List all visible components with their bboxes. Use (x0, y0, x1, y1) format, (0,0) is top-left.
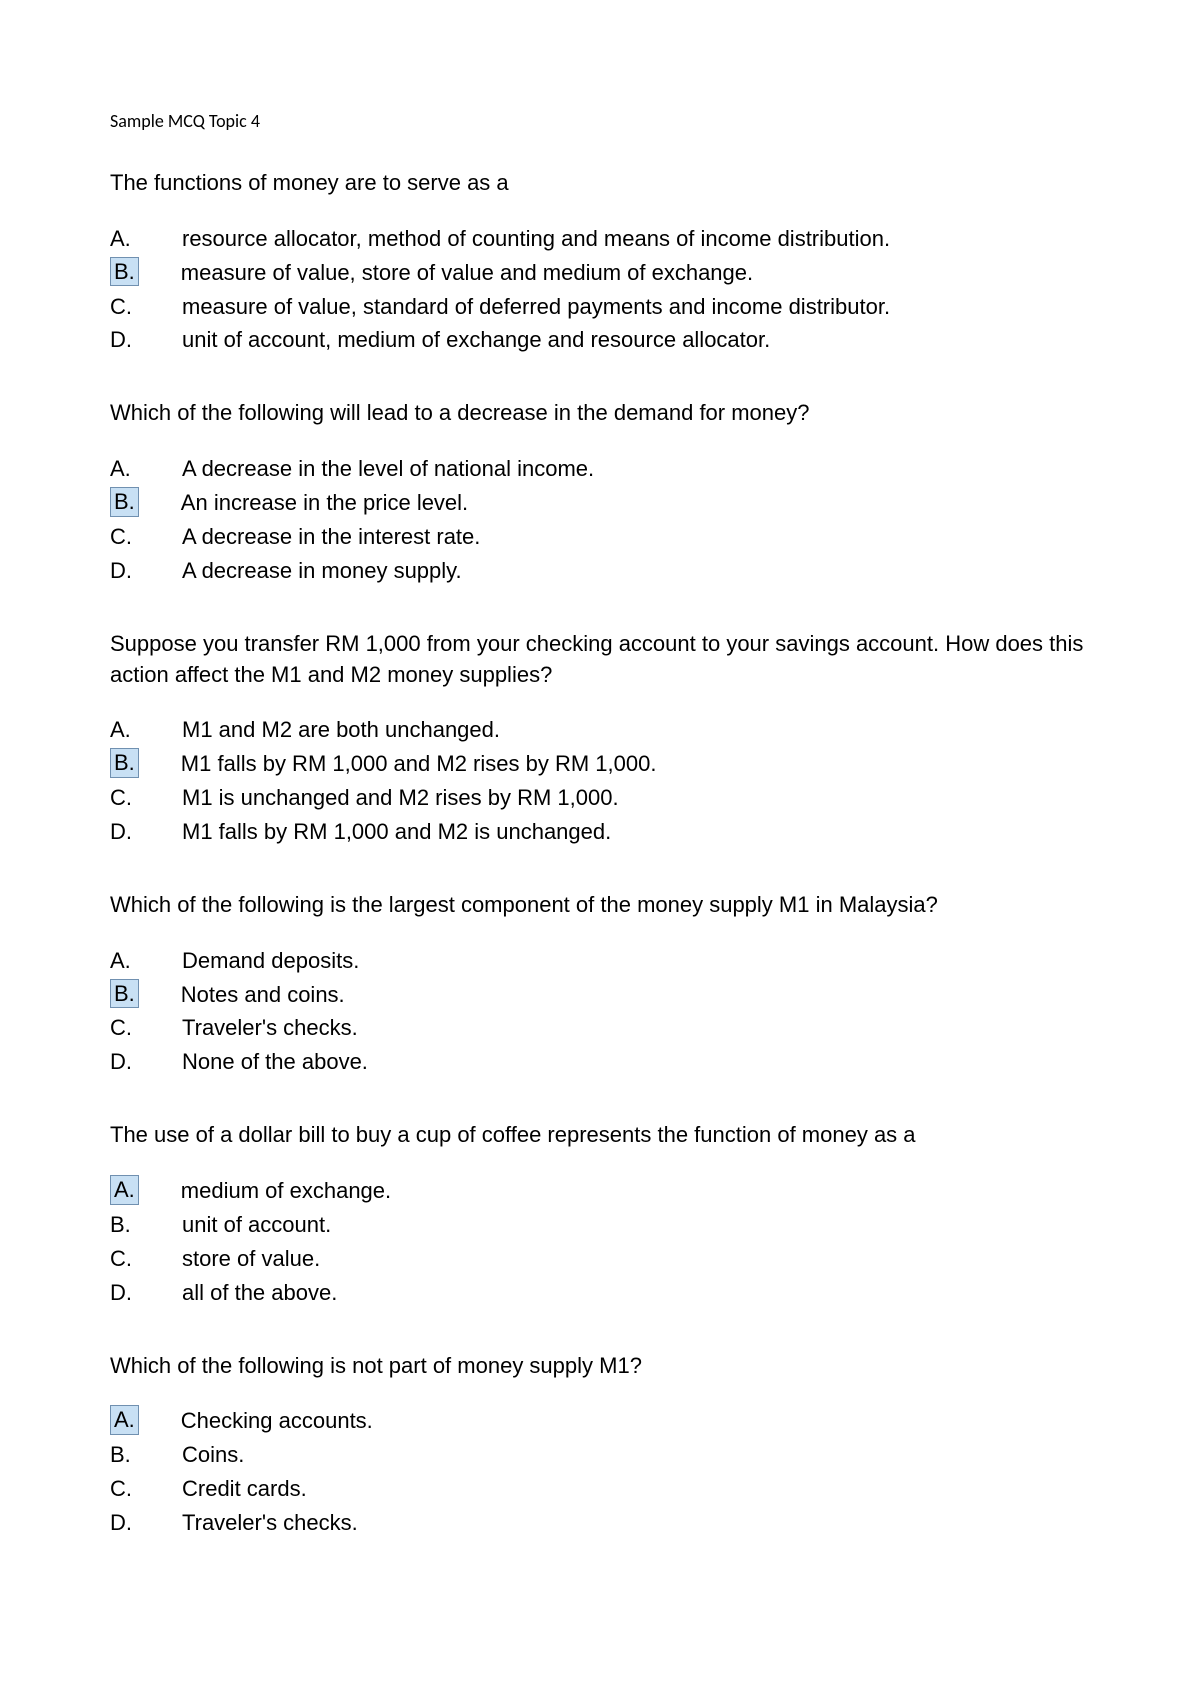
option-row: D.Traveler's checks. (110, 1507, 1100, 1539)
option-row: B. M1 falls by RM 1,000 and M2 rises by R… (110, 748, 1100, 780)
option-text: medium of exchange. (181, 1175, 1100, 1207)
option-text: unit of account. (182, 1209, 1100, 1241)
option-row: D.A decrease in money supply. (110, 555, 1100, 587)
question-text: Suppose you transfer RM 1,000 from your … (110, 629, 1100, 691)
option-text: M1 falls by RM 1,000 and M2 is unchanged… (182, 816, 1100, 848)
option-letter: A. (110, 453, 182, 485)
page-header: Sample MCQ Topic 4 (110, 110, 1100, 132)
option-letter: C. (110, 291, 182, 323)
option-letter: D. (110, 1277, 182, 1309)
option-row: C.measure of value, standard of deferred… (110, 291, 1100, 323)
options-list: A. Checking accounts.B.Coins.C.Credit car… (110, 1405, 1100, 1539)
option-text: A decrease in the interest rate. (182, 521, 1100, 553)
option-letter: B. (110, 1209, 182, 1241)
option-text: measure of value, standard of deferred p… (182, 291, 1100, 323)
option-text: An increase in the price level. (181, 487, 1100, 519)
option-row: A. medium of exchange. (110, 1175, 1100, 1207)
question-block: Which of the following is not part of mo… (110, 1351, 1100, 1539)
option-row: B. measure of value, store of value and m… (110, 257, 1100, 289)
option-letter: A. (110, 1175, 139, 1205)
option-letter: D. (110, 1507, 182, 1539)
option-row: B. Notes and coins. (110, 979, 1100, 1011)
options-list: A.Demand deposits.B.Notes and coins.C.Tr… (110, 945, 1100, 1079)
option-letter: B. (110, 748, 139, 778)
option-letter: D. (110, 324, 182, 356)
option-row: A.resource allocator, method of counting… (110, 223, 1100, 255)
option-row: D.unit of account, medium of exchange an… (110, 324, 1100, 356)
option-letter: A. (110, 223, 182, 255)
option-row: C.A decrease in the interest rate. (110, 521, 1100, 553)
question-text: The use of a dollar bill to buy a cup of… (110, 1120, 1100, 1151)
option-letter: C. (110, 782, 182, 814)
option-text: measure of value, store of value and med… (181, 257, 1100, 289)
options-list: A. medium of exchange.B.unit of account.C… (110, 1175, 1100, 1309)
option-row: D.M1 falls by RM 1,000 and M2 is unchang… (110, 816, 1100, 848)
option-text: resource allocator, method of counting a… (182, 223, 1100, 255)
option-letter: D. (110, 1046, 182, 1078)
option-text: Notes and coins. (181, 979, 1100, 1011)
options-list: A.resource allocator, method of counting… (110, 223, 1100, 357)
option-text: Checking accounts. (181, 1405, 1100, 1437)
option-row: C.Credit cards. (110, 1473, 1100, 1505)
option-text: store of value. (182, 1243, 1100, 1275)
option-row: B.unit of account. (110, 1209, 1100, 1241)
option-text: Coins. (182, 1439, 1100, 1471)
question-text: The functions of money are to serve as a (110, 168, 1100, 199)
option-text: Traveler's checks. (182, 1012, 1100, 1044)
option-text: Credit cards. (182, 1473, 1100, 1505)
question-block: The use of a dollar bill to buy a cup of… (110, 1120, 1100, 1308)
option-row: A.A decrease in the level of national in… (110, 453, 1100, 485)
option-letter: D. (110, 555, 182, 587)
question-text: Which of the following is the largest co… (110, 890, 1100, 921)
option-row: D.None of the above. (110, 1046, 1100, 1078)
option-row: C.M1 is unchanged and M2 rises by RM 1,0… (110, 782, 1100, 814)
option-row: A.Demand deposits. (110, 945, 1100, 977)
question-block: Suppose you transfer RM 1,000 from your … (110, 629, 1100, 848)
option-letter: C. (110, 1473, 182, 1505)
option-letter: B. (110, 979, 139, 1009)
option-text: Demand deposits. (182, 945, 1100, 977)
option-row: B.Coins. (110, 1439, 1100, 1471)
option-text: all of the above. (182, 1277, 1100, 1309)
option-row: C.store of value. (110, 1243, 1100, 1275)
option-row: A.M1 and M2 are both unchanged. (110, 714, 1100, 746)
option-text: None of the above. (182, 1046, 1100, 1078)
option-text: A decrease in money supply. (182, 555, 1100, 587)
option-letter: C. (110, 1243, 182, 1275)
option-letter: A. (110, 1405, 139, 1435)
option-letter: C. (110, 1012, 182, 1044)
question-text: Which of the following is not part of mo… (110, 1351, 1100, 1382)
option-letter: A. (110, 714, 182, 746)
option-row: C.Traveler's checks. (110, 1012, 1100, 1044)
question-text: Which of the following will lead to a de… (110, 398, 1100, 429)
option-row: D.all of the above. (110, 1277, 1100, 1309)
option-row: A. Checking accounts. (110, 1405, 1100, 1437)
option-text: unit of account, medium of exchange and … (182, 324, 1100, 356)
question-block: Which of the following is the largest co… (110, 890, 1100, 1078)
option-letter: B. (110, 487, 139, 517)
option-letter: A. (110, 945, 182, 977)
option-letter: B. (110, 1439, 182, 1471)
option-text: M1 and M2 are both unchanged. (182, 714, 1100, 746)
option-letter: C. (110, 521, 182, 553)
option-text: M1 is unchanged and M2 rises by RM 1,000… (182, 782, 1100, 814)
option-row: B. An increase in the price level. (110, 487, 1100, 519)
option-text: Traveler's checks. (182, 1507, 1100, 1539)
options-list: A.M1 and M2 are both unchanged.B.M1 fall… (110, 714, 1100, 848)
question-block: The functions of money are to serve as a… (110, 168, 1100, 356)
option-text: A decrease in the level of national inco… (182, 453, 1100, 485)
option-text: M1 falls by RM 1,000 and M2 rises by RM … (181, 748, 1100, 780)
question-block: Which of the following will lead to a de… (110, 398, 1100, 586)
option-letter: B. (110, 257, 139, 287)
options-list: A.A decrease in the level of national in… (110, 453, 1100, 587)
questions-container: The functions of money are to serve as a… (110, 168, 1100, 1539)
option-letter: D. (110, 816, 182, 848)
